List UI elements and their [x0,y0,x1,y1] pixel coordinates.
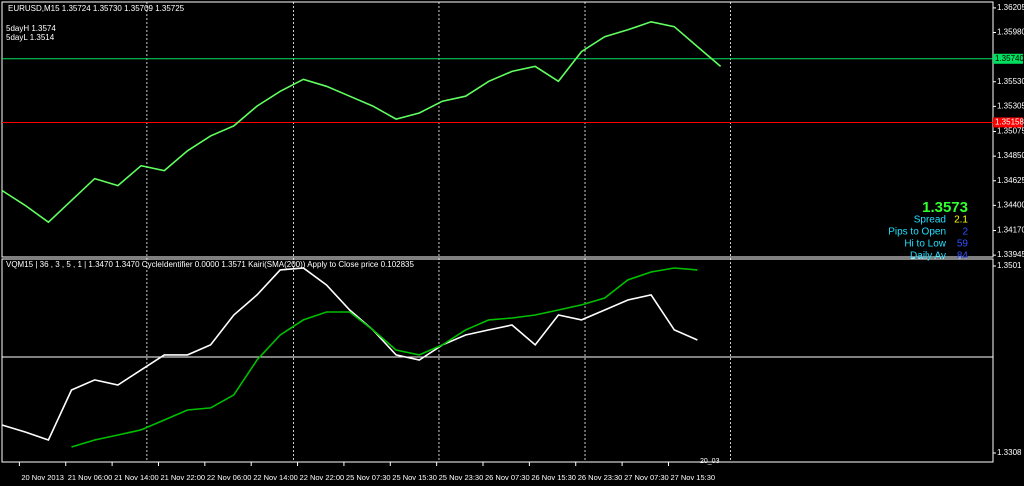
x-tick-label: 25 Nov 23:30 [439,473,484,482]
price-level-label: 1.35158 [995,118,1024,127]
y-tick-label: 1.3308 [997,448,1022,457]
info-value: 2.1 [954,215,968,226]
x-tick-label: 22 Nov 14:00 [253,473,298,482]
series-line [71,267,698,448]
high-label: 5dayH 1.3574 [6,24,56,33]
indicator-header: VQM15 | 36 , 3 , 5 , 1 | 1.3470 1.3470 C… [6,260,415,269]
series-line [1,20,722,224]
info-value: 2 [962,227,968,238]
x-tick-label: 20 Nov 2013 [21,473,64,482]
price-level-box [993,53,1023,64]
x-tick-label: 21 Nov 06:00 [68,473,113,482]
y-tick-label: 1.34170 [997,226,1024,235]
y-tick-label: 1.34625 [997,176,1024,185]
y-tick-label: 1.35530 [997,77,1024,86]
x-tick-label: 26 Nov 23:30 [578,473,623,482]
x-tick-label: 22 Nov 22:00 [300,473,345,482]
x-tick-label: 25 Nov 07:30 [346,473,391,482]
info-price: 1.3573 [922,199,968,216]
x-tick-label: 21 Nov 22:00 [160,473,205,482]
info-label: Pips to Open [888,227,946,238]
y-tick-label: 1.35075 [997,127,1024,136]
indicator-panel [1,258,994,463]
y-tick-label: 1.34400 [997,200,1024,209]
y-tick-label: 1.35305 [997,101,1024,110]
y-tick-label: 1.36205 [997,3,1024,12]
y-tick-label: 1.35980 [997,28,1024,37]
x-tick-label: 27 Nov 07:30 [624,473,669,482]
info-label: Daily Av [910,251,946,262]
info-label: Hi to Low [904,239,946,250]
price-level-box [993,117,1023,128]
y-tick-label: 1.3501 [997,261,1022,270]
y-tick-label: 1.33945 [997,250,1024,259]
main-panel [1,1,994,258]
info-value: 84 [957,251,969,262]
x-tick-label: 26 Nov 15:30 [531,473,576,482]
x-tick-label: 26 Nov 07:30 [485,473,530,482]
info-panel: 1.3573 Spread 2.1 Pips to Open 2 Hi to Low 59… [888,199,968,262]
bar-label: 20_03 [700,458,720,465]
x-tick-label: 25 Nov 15:30 [392,473,437,482]
info-value: 59 [957,239,969,250]
low-label: 5dayL 1.3514 [6,33,55,42]
y-tick-label: 1.34850 [997,151,1024,160]
x-tick-label: 22 Nov 06:00 [207,473,252,482]
info-label: Spread [914,215,946,226]
price-level-label: 1.35740 [995,54,1024,63]
symbol-line: EURUSD,M15 1.35724 1.35730 1.35709 1.357… [8,4,185,13]
series-line [1,267,698,441]
x-tick-label: 27 Nov 15:30 [670,473,715,482]
x-tick-label: 21 Nov 14:00 [114,473,159,482]
